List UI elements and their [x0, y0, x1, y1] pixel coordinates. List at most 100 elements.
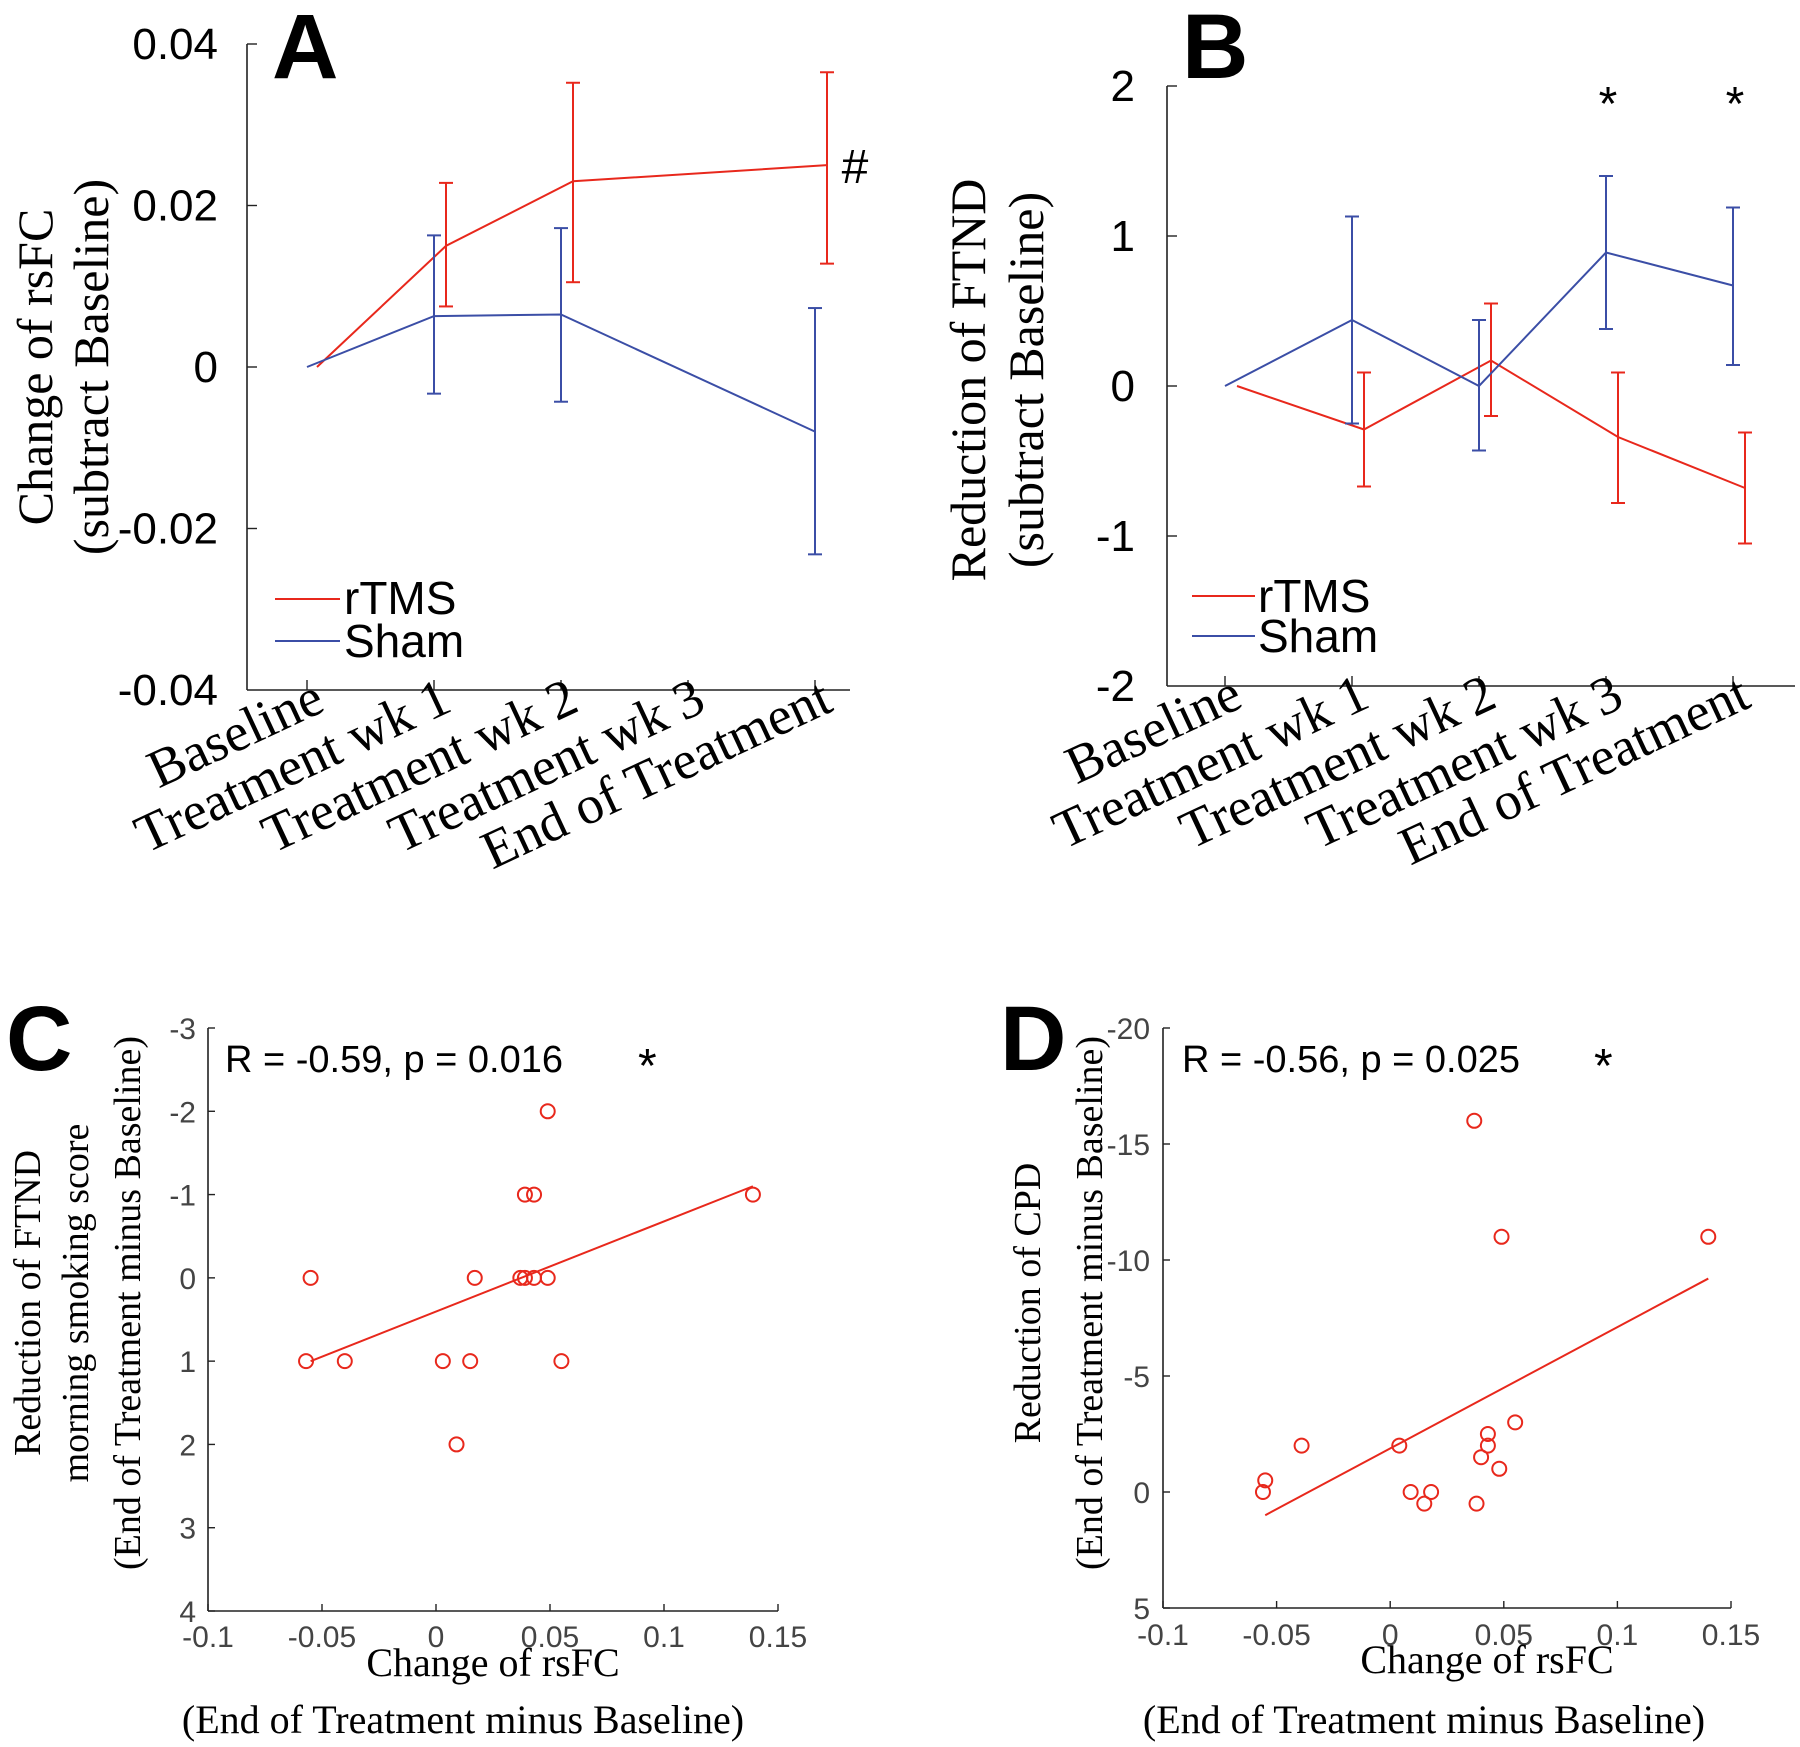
- x-tick-label: -0.1: [182, 1621, 234, 1654]
- scatter-point: [516, 1186, 533, 1203]
- y-tick-label: -2: [169, 1096, 196, 1129]
- panel-d-x-ticks: -0.1 -0.05 0 0.05 0.1 0.15: [1137, 1601, 1760, 1652]
- panel-c-stat-text: R = -0.59, p = 0.016: [225, 1039, 563, 1081]
- panel-b-legend: rTMS Sham: [1192, 570, 1378, 662]
- scatter-point: [1257, 1472, 1274, 1489]
- legend-rtms-label: rTMS: [1258, 570, 1370, 622]
- y-tick-label: 1: [179, 1346, 196, 1379]
- panel-d-xlabel-line1: Change of rsFC: [1360, 1637, 1613, 1682]
- y-tick-label: -5: [1123, 1361, 1150, 1394]
- scatter-point: [302, 1269, 319, 1286]
- panel-b-series: [1224, 175, 1752, 545]
- scatter-point: [1468, 1495, 1485, 1512]
- y-tick-label: 2: [179, 1429, 196, 1462]
- scatter-point: [1700, 1228, 1717, 1245]
- scatter-point: [1479, 1437, 1496, 1454]
- scatter-point: [1391, 1437, 1408, 1454]
- scatter-point: [336, 1353, 353, 1370]
- panel-d-xlabel-line2: (End of Treatment minus Baseline): [1143, 1697, 1705, 1742]
- scatter-point: [1491, 1460, 1508, 1477]
- panel-d-fit-line: [1264, 1277, 1709, 1517]
- panel-c-x-ticks: -0.1 -0.05 0 0.05 0.1 0.15: [182, 1604, 807, 1654]
- y-tick-label: -15: [1107, 1129, 1150, 1162]
- panel-a-ylabel-line1: Change of rsFC: [7, 209, 63, 526]
- panel-d-ylabel-line2: (End of Treatment minus Baseline): [1069, 1036, 1111, 1570]
- panel-b-ylabel-line2: (subtract Baseline): [998, 192, 1054, 568]
- y-tick-label: -0.02: [118, 505, 218, 554]
- y-tick-label: 4: [179, 1596, 196, 1629]
- panel-b-y-ticks: -2 -1 0 1 2: [1096, 62, 1177, 711]
- panel-a-legend: rTMS Sham: [275, 572, 464, 667]
- scatter-point: [526, 1186, 543, 1203]
- x-tick-label: 0.15: [1702, 1619, 1760, 1652]
- y-tick-label: 1: [1111, 212, 1135, 261]
- x-tick-label: 0.15: [749, 1621, 807, 1654]
- scatter-point: [1507, 1414, 1524, 1431]
- panel-c-ylabel-line3: (End of Treatment minus Baseline): [107, 1036, 149, 1570]
- y-tick-label: 2: [1111, 62, 1135, 111]
- significance-star: *: [1599, 78, 1618, 131]
- y-tick-label: -20: [1107, 1013, 1150, 1046]
- panel-a-annotations: #: [842, 141, 869, 194]
- scatter-point: [1479, 1426, 1496, 1442]
- x-tick-label: 0: [428, 1621, 445, 1654]
- panel-d-points: [1254, 1112, 1717, 1512]
- x-tick-label: 0.05: [1475, 1619, 1533, 1652]
- legend-sham-label: Sham: [344, 615, 464, 667]
- panel-c-ylabel-line2: morning smoking score: [55, 1124, 97, 1483]
- panel-d-letter: D: [1000, 988, 1066, 1090]
- y-tick-label: -10: [1107, 1245, 1150, 1278]
- panel-c-xlabel-line2: (End of Treatment minus Baseline): [182, 1697, 744, 1742]
- x-tick-label: -0.1: [1137, 1619, 1189, 1652]
- panel-c-xlabel-line1: Change of rsFC: [366, 1640, 619, 1685]
- y-tick-label: -0.04: [118, 666, 218, 715]
- y-tick-label: -1: [169, 1180, 196, 1213]
- scatter-point: [298, 1353, 315, 1370]
- panel-c-points: [298, 1103, 761, 1453]
- series-line-sham: [306, 313, 816, 433]
- y-tick-label: 5: [1133, 1593, 1150, 1626]
- y-tick-label: 0: [1111, 362, 1135, 411]
- scatter-point: [434, 1353, 451, 1370]
- panel-d-y-ticks: -20 -15 -10 -5 0 5: [1107, 1013, 1170, 1626]
- significance-hash: #: [842, 141, 869, 194]
- panel-a-ylabel-line2: (subtract Baseline): [63, 179, 119, 555]
- panel-b-ylabel-line1: Reduction of FTND: [940, 179, 996, 582]
- y-tick-label: 0.02: [132, 182, 218, 231]
- legend-rtms-label: rTMS: [344, 572, 456, 624]
- panel-b-annotations: * *: [1599, 78, 1745, 131]
- x-tick-label: -0.05: [288, 1621, 356, 1654]
- regression-line: [1264, 1277, 1709, 1517]
- scatter-point: [1473, 1449, 1490, 1466]
- x-tick-label: 0: [1382, 1619, 1399, 1652]
- scatter-point: [462, 1353, 479, 1370]
- series-line-rtms: [316, 164, 828, 368]
- panel-a-letter: A: [272, 0, 338, 98]
- panel-a: A -0.04 -0.02 0 0.02 0.04 BaselineTreatment …: [7, 0, 869, 881]
- scatter-point: [1493, 1228, 1510, 1245]
- x-tick-label: 0.1: [643, 1621, 685, 1654]
- y-tick-label: 0: [179, 1263, 196, 1296]
- scatter-point: [744, 1186, 761, 1203]
- scatter-point: [466, 1269, 483, 1286]
- panel-c-ylabel-line1: Reduction of FTND: [7, 1150, 49, 1456]
- panel-c-fit-line: [310, 1185, 754, 1363]
- panel-c-y-ticks: -3 -2 -1 0 1 2 3 4: [169, 1013, 215, 1629]
- regression-line: [310, 1185, 754, 1363]
- panel-d-ylabel-line1: Reduction of CPD: [1007, 1163, 1049, 1444]
- scatter-point: [1293, 1437, 1310, 1454]
- panel-d-stat-star: *: [1594, 1040, 1613, 1093]
- y-tick-label: -2: [1096, 662, 1135, 711]
- panel-c-stat-star: *: [638, 1040, 657, 1093]
- y-tick-label: 0: [1133, 1477, 1150, 1510]
- panel-c: C -3 -2 -1 0 1 2 3 4 -0.1 -0.05 0 0.05 0.1 0.15 R = …: [6, 988, 807, 1742]
- scatter-point: [539, 1103, 556, 1120]
- y-tick-label: 3: [179, 1513, 196, 1546]
- significance-star: *: [1726, 78, 1745, 131]
- scatter-point: [1423, 1484, 1440, 1500]
- scatter-point: [1402, 1484, 1419, 1500]
